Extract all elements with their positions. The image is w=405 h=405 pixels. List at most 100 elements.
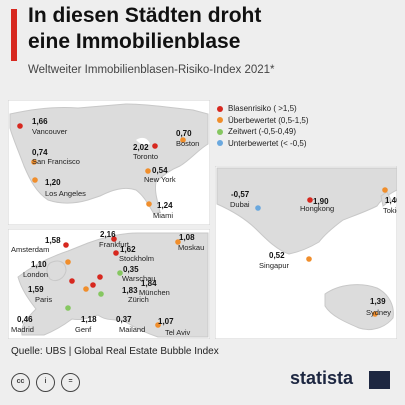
city-marker [69,278,75,284]
australia-landmass [324,284,394,331]
city-name-label: Sydney [366,308,391,317]
page-title: In diesen Städten droht eine Immobilienb… [28,3,398,55]
legend-item: Überbewertet (0,5-1,5) [217,115,308,127]
city-value-label: 0,74 [32,148,48,157]
great-lakes [136,137,150,145]
city-value-label: 1,24 [157,201,173,210]
city-value-label: 1,84 [141,279,157,288]
city-marker [63,242,69,248]
statista-logo[interactable]: statista [290,368,354,388]
city-value-label: 1,20 [45,178,61,187]
city-marker [152,143,158,149]
city-marker [372,311,378,317]
city-value-label: 1,62 [120,245,136,254]
city-value-label: 0,54 [152,166,168,175]
city-name-label: Boston [176,139,199,148]
asia-landmass [216,167,397,255]
city-marker [113,250,119,256]
city-marker [90,282,96,288]
city-name-label: Los Angeles [45,189,86,198]
city-name-label: London [23,270,48,279]
city-value-label: 1,83 [122,286,138,295]
city-marker [97,274,103,280]
japan-landmass [380,191,392,207]
equals-icon[interactable]: = [61,373,80,392]
city-name-label: Mailand [119,325,145,334]
statista-logo-icon [369,371,390,389]
city-name-label: Paris [35,295,52,304]
city-value-label: 0,70 [176,129,192,138]
city-marker [145,168,151,174]
city-value-label: 2,02 [133,143,149,152]
cc-icon[interactable]: cc [11,373,30,392]
city-value-label: 2,16 [100,230,116,239]
city-name-label: New York [144,175,176,184]
city-name-label: Moskau [178,243,204,252]
legend: Blasenrisiko ( >1,5) Überbewertet (0,5-1,… [217,103,308,149]
city-name-label: Singapur [259,261,290,270]
city-value-label: 1,58 [45,236,61,245]
legend-dot [217,128,223,135]
city-value-label: -0,57 [231,190,250,199]
city-name-label: München [139,288,170,297]
city-marker [17,123,23,129]
legend-dot [217,117,223,124]
legend-dot [217,105,223,112]
city-value-label: 1,46 [385,196,397,205]
city-marker [117,270,123,276]
legend-label: Zeitwert (-0,5-0,49) [228,127,297,137]
city-name-label: Toronto [133,152,158,161]
city-value-label: 0,37 [116,315,132,324]
page-subtitle: Weltweiter Immobilienblasen-Risiko-Index… [28,64,275,76]
city-value-label: 1,18 [81,315,97,324]
legend-item: Blasenrisiko ( >1,5) [217,103,308,115]
source-note: Quelle: UBS | Global Real Estate Bubble … [11,346,219,357]
city-name-label: Dubai [230,200,250,209]
city-name-label: Stockholm [119,254,154,263]
legend-dot [217,140,223,147]
city-value-label: 0,46 [17,315,33,324]
city-name-label: Tel Aviv [165,328,191,337]
city-marker [98,291,104,297]
legend-label: Überbewertet (0,5-1,5) [228,115,309,125]
city-marker [255,205,261,211]
city-name-label: Hongkong [300,204,334,213]
city-marker [180,137,186,143]
city-value-label: 1,90 [313,197,329,206]
city-marker [175,239,181,245]
city-marker [307,197,313,203]
city-name-label: Frankfurt [99,240,130,249]
title-line-1: In diesen Städten droht [28,4,262,27]
city-name-label: Warschau [122,274,155,283]
city-marker [65,305,71,311]
city-name-label: Tokio [383,206,397,215]
city-value-label: 1,07 [158,317,174,326]
legend-label: Unterbewertet (< -0,5) [228,138,307,148]
city-name-label: Amsterdam [11,245,49,254]
north-america-landmass [9,103,209,215]
city-value-label: 1,59 [28,285,44,294]
city-value-label: 0,35 [123,265,139,274]
city-value-label: 1,08 [179,233,195,242]
city-name-label: Vancouver [32,127,68,136]
city-marker [32,177,38,183]
city-value-label: 1,66 [32,117,48,126]
city-marker [382,187,388,193]
city-marker [306,256,312,262]
legend-label: Blasenrisiko ( >1,5) [228,104,297,114]
british-isles [46,260,67,282]
by-icon[interactable]: i [36,373,55,392]
city-name-label: Genf [75,325,92,334]
legend-item: Zeitwert (-0,5-0,49) [217,126,308,138]
city-marker [31,159,37,165]
title-accent-bar [11,9,17,61]
city-marker [155,322,161,328]
city-name-label: Zürich [128,295,149,304]
city-value-label: 0,52 [269,251,285,260]
title-line-2: eine Immobilienblase [28,30,241,53]
city-marker [65,259,71,265]
city-marker [83,286,89,292]
